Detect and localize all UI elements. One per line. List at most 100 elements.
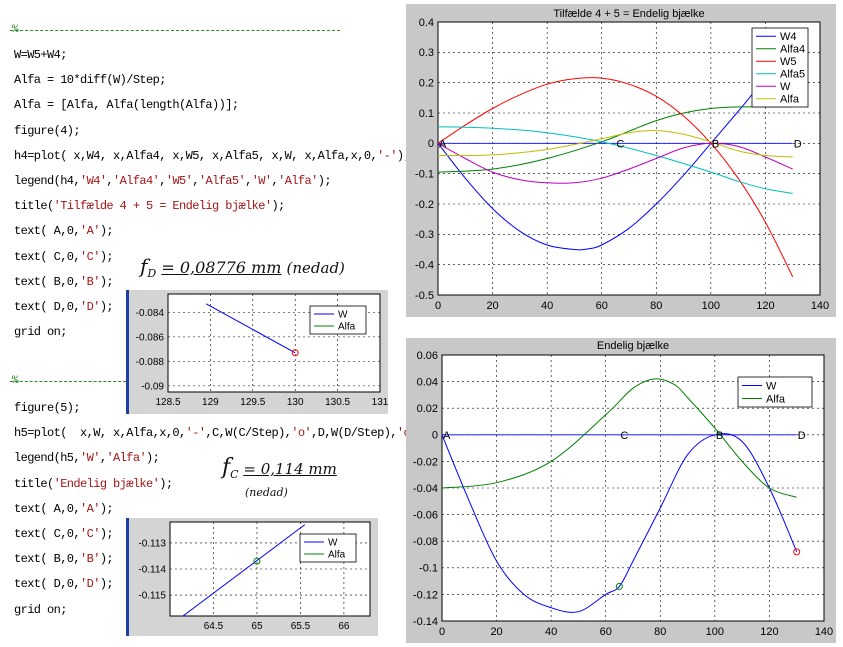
cell-separator-mark-2: %	[12, 375, 19, 387]
code-line[interactable]: text( B,0,'B');	[14, 552, 114, 567]
chart-title: Tilfælde 4 + 5 = Endelig bjælke	[553, 8, 704, 20]
code-line[interactable]: Alfa = 10*diff(W)/Step;	[14, 73, 166, 88]
series-line-w	[182, 524, 306, 616]
x-tick-label: 129.5	[240, 397, 265, 408]
x-tick-label: 130	[287, 397, 304, 408]
code-line[interactable]: legend(h5,'W','Alfa');	[14, 451, 160, 466]
point-label: D	[798, 430, 806, 442]
code-line[interactable]: text( D,0,'D');	[14, 577, 114, 592]
point-label: B	[716, 430, 723, 442]
y-tick-label: -0.02	[413, 456, 438, 468]
code-line[interactable]: text( B,0,'B');	[14, 274, 114, 289]
x-tick-label: 65.5	[291, 621, 311, 632]
legend-entry: W4	[780, 31, 797, 43]
legend-entry: Alfa	[328, 550, 346, 561]
y-tick-label: -0.086	[136, 332, 165, 343]
legend-entry: W5	[780, 56, 797, 68]
y-tick-label: -0.088	[136, 357, 165, 368]
y-tick-label: -0.4	[415, 260, 434, 272]
series-line-alfa4	[438, 106, 793, 173]
legend-entry: W	[328, 538, 338, 549]
legend-entry: W	[766, 380, 777, 392]
x-tick-label: 40	[545, 626, 557, 638]
code-line[interactable]: h5=plot( x,W, x,Alfa,x,0,'-',C,W(C/Step)…	[14, 426, 431, 441]
code-line[interactable]: Alfa = [Alfa, Alfa(length(Alfa))];	[14, 98, 239, 113]
legend-entry: W	[780, 81, 791, 93]
data-marker	[793, 548, 801, 556]
data-marker	[291, 349, 299, 357]
series-line-alfa	[438, 130, 793, 158]
code-line[interactable]: text( D,0,'D');	[14, 300, 114, 314]
code-line[interactable]: text( C,0,'C');	[14, 527, 114, 541]
zoom-inset-d-chart[interactable]: 128.5 129 129.5 130 130.5 131 -0.09 -0.088 -0.08…	[126, 290, 388, 414]
figure-4-chart[interactable]: 0 20 40 60 80 100 120 140 -0.5 -0.4 -0.3 -0.2 -0.1 0 0…	[406, 4, 836, 317]
legend-box	[751, 27, 809, 108]
figure-5-chart[interactable]: 0 20 40 60 80 100 120 140 -0.14 -0.12 -0.1 -0.08 -0.…	[406, 338, 836, 643]
x-tick-label: 64.5	[204, 621, 224, 632]
point-label: C	[620, 430, 628, 442]
fd-subscript: D	[147, 267, 157, 281]
code-line[interactable]: title('Tilfælde 4 + 5 = Endelig bjælke')…	[14, 199, 285, 214]
fc-value: = 0,114 mm	[243, 460, 337, 478]
x-tick-label: 20	[486, 300, 498, 312]
code-line[interactable]: grid on;	[14, 325, 67, 340]
series-line-w	[438, 142, 793, 184]
fc-subscript: C	[230, 468, 239, 481]
y-tick-label: -0.14	[413, 616, 438, 628]
fd-annotation: fD = 0,08776 mm (nedad)	[140, 254, 345, 280]
y-tick-label: -0.3	[415, 229, 434, 241]
point-label: A	[443, 430, 451, 442]
y-tick-label: -0.115	[138, 591, 166, 602]
x-tick-label: 65	[251, 621, 263, 632]
code-line[interactable]: figure(4);	[14, 123, 81, 138]
code-line[interactable]: grid on;	[14, 602, 67, 617]
y-tick-label: -0.113	[138, 538, 166, 549]
y-tick-label: -0.114	[138, 565, 166, 576]
x-tick-label: 80	[654, 626, 666, 638]
x-tick-label: 60	[596, 300, 608, 312]
legend-entry: W	[338, 310, 348, 321]
point-label: A	[439, 138, 447, 150]
x-tick-label: 20	[490, 626, 502, 638]
code-line[interactable]: legend(h4,'W4','Alfa4','W5','Alfa5','W',…	[14, 174, 332, 188]
fc-annotation: fC = 0,114 mm	[222, 455, 337, 481]
y-tick-label: -0.1	[419, 563, 438, 575]
legend-entry: Alfa5	[780, 69, 805, 81]
y-tick-label: -0.5	[415, 290, 434, 302]
point-label: C	[616, 138, 624, 150]
code-line[interactable]: text( A,0,'A');	[14, 501, 114, 516]
y-tick-label: 0	[428, 138, 434, 150]
fd-note: (nedad)	[286, 259, 345, 277]
x-tick-label: 140	[811, 300, 829, 312]
y-tick-label: 0.04	[417, 376, 438, 388]
code-editor[interactable]: % W=W5+W4; Alfa = 10*diff(W)/Step; Alfa = …	[0, 0, 431, 647]
chart-title: Endelig bjælke	[597, 340, 669, 352]
y-tick-label: 0.02	[417, 403, 438, 415]
y-tick-label: 0.1	[419, 108, 434, 120]
x-tick-label: 131	[372, 397, 388, 408]
code-line[interactable]: text( C,0,'C');	[14, 249, 114, 264]
series-line-alfa5	[438, 126, 793, 194]
code-line[interactable]: W=W5+W4;	[14, 48, 67, 62]
code-line[interactable]: figure(5);	[14, 401, 81, 415]
y-tick-label: -0.084	[136, 308, 165, 319]
x-tick-label: 0	[439, 626, 445, 638]
x-tick-label: 140	[815, 626, 833, 638]
point-label: B	[712, 138, 719, 150]
series-line-w	[442, 433, 798, 613]
window-edge	[126, 290, 129, 414]
fc-note: (nedad)	[245, 486, 288, 499]
code-line[interactable]: title('Endelig bjælke');	[14, 476, 173, 491]
code-line[interactable]: text( A,0,'A');	[14, 224, 114, 239]
code-line[interactable]: h4=plot( x,W4, x,Alfa4, x,W5, x,Alfa5, x…	[14, 148, 411, 163]
y-tick-label: -0.12	[413, 589, 438, 601]
cell-separator-1	[10, 30, 340, 31]
y-tick-label: 0.2	[419, 78, 434, 90]
y-tick-label: 0.4	[419, 17, 434, 29]
x-tick-label: 128.5	[155, 397, 180, 408]
